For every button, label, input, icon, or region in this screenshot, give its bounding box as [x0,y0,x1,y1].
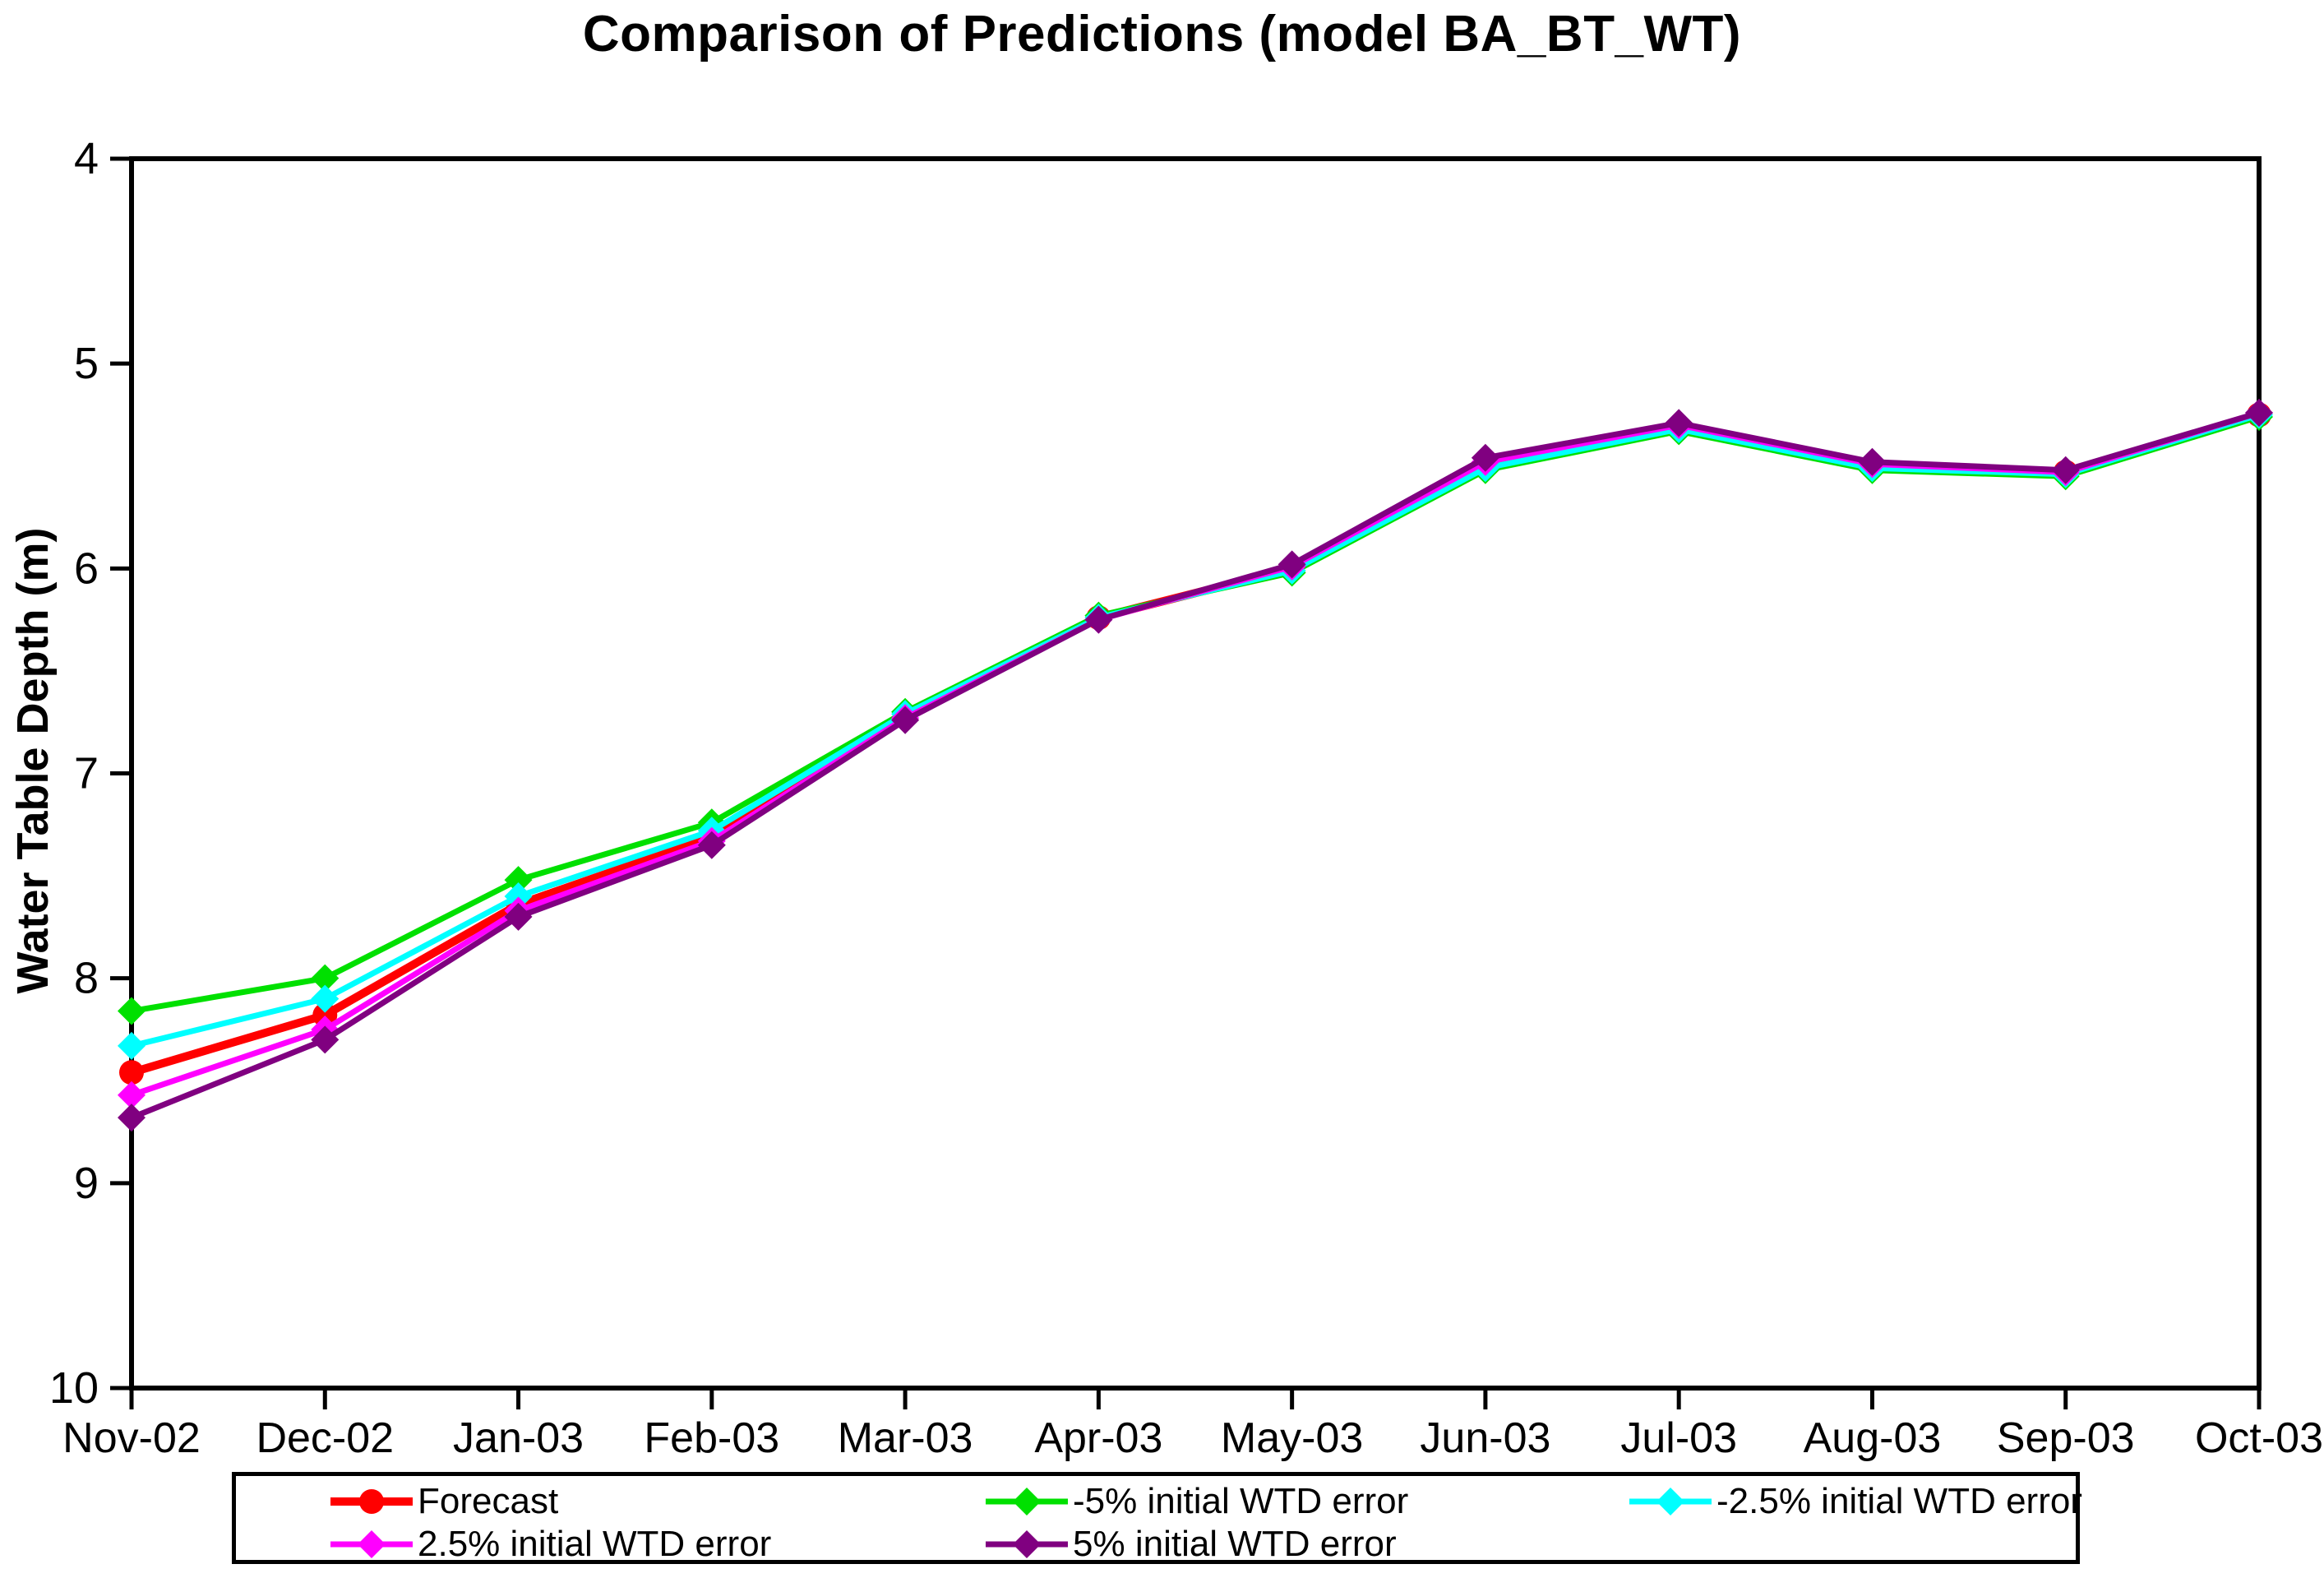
legend-item-label: 2.5% initial WTD error [418,1524,772,1564]
x-tick-label: Jun-03 [1420,1414,1550,1462]
data-point-forecast-legend [359,1489,384,1514]
data-point-5-initial-wtd-error [311,964,340,993]
data-point-5-initial-wtd-error [504,866,533,895]
y-tick-label: 4 [74,134,99,183]
x-tick-label: Jul-03 [1620,1414,1737,1462]
legend-item-5-initial-wtd-error: 5% initial WTD error [986,1524,1397,1565]
data-point-5-initial-wtd-error [891,706,920,734]
series-line-2-5-initial-wtd-error [128,410,2262,1099]
data-point-forecast [312,1002,338,1028]
x-tick-label: Aug-03 [1804,1414,1942,1462]
legend-item-label: -2.5% initial WTD error [1716,1481,2082,1521]
legend-item-forecast: Forecast [330,1481,558,1522]
data-point-2-5-initial-wtd-error [504,882,533,910]
x-tick-label: Apr-03 [1034,1414,1162,1462]
series-line-5-initial-wtd-error [128,410,2262,1121]
data-point-2-5-initial-wtd-error-legend [358,1530,386,1558]
x-tick-label: Feb-03 [644,1414,779,1462]
x-tick-label: Oct-03 [2195,1414,2323,1462]
data-point-5-initial-wtd-error [1278,550,1306,579]
data-point-5-initial-wtd-error [1858,447,1887,476]
y-tick-label: 10 [49,1363,99,1413]
data-point-5-initial-wtd-error [697,831,726,859]
y-tick-label: 5 [74,339,99,388]
data-point-5-initial-wtd-error [311,1025,340,1054]
x-tick-label: Dec-02 [256,1414,394,1462]
data-point-5-initial-wtd-error [118,997,146,1025]
data-point-5-initial-wtd-error [1665,409,1693,437]
legend-box: Forecast -5% initial WTD error -2.5% initi… [232,1472,2082,1565]
data-point-5-initial-wtd-error [2051,456,2080,484]
y-tick-label: 9 [74,1159,99,1208]
x-tick-label: Jan-03 [453,1414,584,1462]
data-point-5-initial-wtd-error [118,1104,146,1132]
diamond-marker-icon [330,1530,413,1558]
chart-title: Comparison of Predictions (model BA_BT_W… [582,6,1742,62]
legend-item-5-initial-wtd-error: -5% initial WTD error [986,1481,1408,1522]
legend-item-2-5-initial-wtd-error: 2.5% initial WTD error [330,1524,771,1565]
y-tick-label: 6 [74,544,99,593]
data-point-2-5-initial-wtd-error [118,1031,146,1060]
data-point-5-initial-wtd-error [504,902,533,931]
data-point-2-5-initial-wtd-error-legend [1656,1488,1684,1516]
x-tick-label: Sep-03 [1997,1414,2135,1462]
series-line-forecast [127,410,2263,1077]
data-point-5-initial-wtd-error [1084,605,1113,634]
legend-item-2-5-initial-wtd-error: -2.5% initial WTD error [1629,1481,2082,1522]
diamond-marker-icon [986,1530,1068,1558]
circle-marker-icon [330,1489,413,1514]
diamond-marker-icon [986,1488,1068,1516]
x-tick-label: Nov-02 [62,1414,201,1462]
legend-item-label: 5% initial WTD error [1073,1524,1397,1564]
data-point-2-5-initial-wtd-error [118,1081,146,1109]
data-point-2-5-initial-wtd-error [311,984,340,1013]
legend-item-label: Forecast [418,1481,559,1521]
data-point-forecast [119,1060,144,1085]
y-tick-label: 8 [74,954,99,1003]
x-tick-label: Mar-03 [838,1414,973,1462]
legend-item-label: -5% initial WTD error [1073,1481,1409,1521]
data-point-5-initial-wtd-error-legend [1013,1488,1041,1516]
data-point-5-initial-wtd-error-legend [1013,1530,1041,1558]
data-point-5-initial-wtd-error [2245,398,2273,427]
x-tick-label: May-03 [1221,1414,1363,1462]
series-line-5-initial-wtd-error [128,414,2262,1015]
data-point-5-initial-wtd-error [1471,443,1499,472]
y-tick-label: 7 [74,749,99,798]
plot-frame [129,156,2262,1391]
diamond-marker-icon [1629,1488,1712,1516]
